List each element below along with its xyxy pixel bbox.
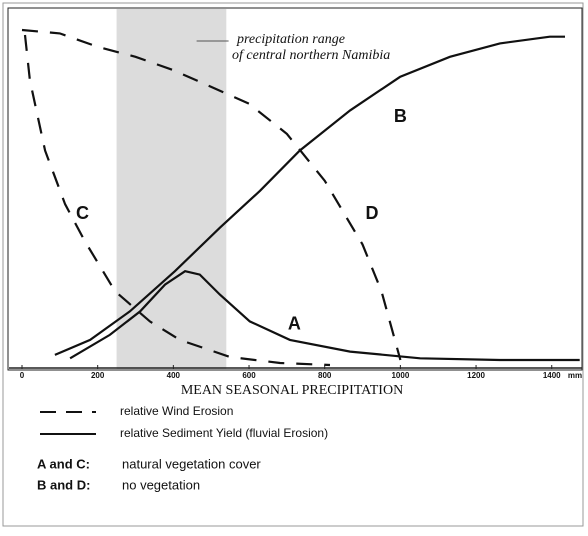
x-unit: mm <box>568 371 582 380</box>
x-tick-label: 1400 <box>543 371 561 380</box>
curve <box>21 28 402 361</box>
x-tick-label: 1200 <box>467 371 485 380</box>
shaded-range <box>116 9 227 369</box>
range-label: of central northern Namibia <box>232 48 390 63</box>
curve-label: C <box>76 203 89 223</box>
legend-label: relative Sediment Yield (fluvial Erosion… <box>120 426 328 440</box>
figure-frame <box>2 2 584 527</box>
curve <box>69 270 580 362</box>
range-label: precipitation range <box>236 32 345 47</box>
x-tick-label: 0 <box>20 371 25 380</box>
x-axis-label: MEAN SEASONAL PRECIPITATION <box>181 383 403 398</box>
key-term: B and D: <box>37 477 90 492</box>
curve <box>23 34 331 367</box>
x-tick-label: 600 <box>242 371 256 380</box>
curve-label: A <box>288 314 301 334</box>
x-tick-label: 200 <box>91 371 105 380</box>
key-term: A and C: <box>37 456 90 471</box>
key-text: no vegetation <box>122 477 200 492</box>
key-text: natural vegetation cover <box>122 456 261 471</box>
x-tick-label: 1000 <box>391 371 409 380</box>
x-tick-label: 800 <box>318 371 332 380</box>
legend-label: relative Wind Erosion <box>120 404 233 418</box>
curve-label: B <box>394 106 407 126</box>
plot-frame <box>7 7 583 371</box>
curve-label: D <box>366 203 379 223</box>
x-tick-label: 400 <box>167 371 181 380</box>
